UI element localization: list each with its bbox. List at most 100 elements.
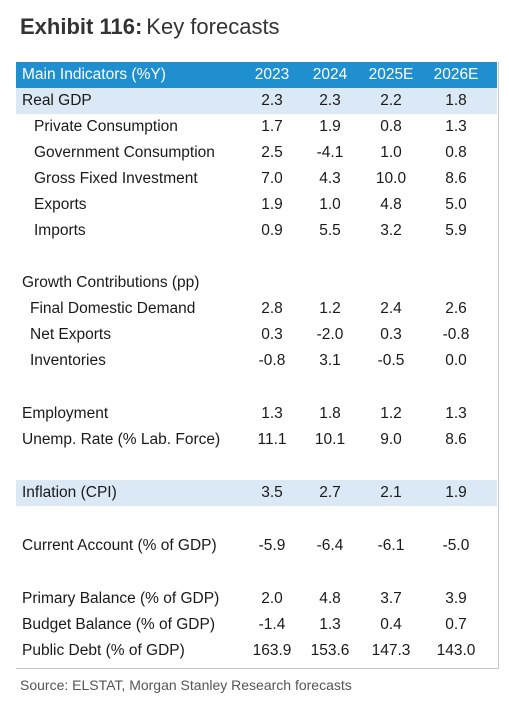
table-row: Government Consumption 2.5 -4.1 1.0 0.8: [16, 140, 497, 166]
row-label: Budget Balance (% of GDP): [22, 616, 215, 633]
cell-value: 1.8: [445, 92, 467, 109]
cell-value: 8.6: [445, 431, 467, 448]
cell-value: 0.3: [261, 326, 283, 343]
cell-value: -5.9: [258, 537, 286, 554]
cell-value: 5.9: [445, 222, 467, 239]
row-label: Imports: [34, 222, 86, 239]
cell-value: -6.1: [377, 537, 405, 554]
row-label: Private Consumption: [34, 118, 178, 135]
cell-value: 4.3: [319, 170, 341, 187]
cell-value: 1.2: [380, 405, 402, 422]
cell-value: 0.8: [445, 144, 467, 161]
header-2023: 2023: [254, 66, 290, 83]
table-row: Unemp. Rate (% Lab. Force) 11.1 10.1 9.0 8.6: [16, 427, 497, 453]
table-row: Private Consumption 1.7 1.9 0.8 1.3: [16, 114, 497, 140]
row-label: Primary Balance (% of GDP): [22, 590, 220, 607]
exhibit-title: Exhibit 116: Key forecasts: [20, 14, 280, 48]
cell-value: 2.3: [261, 92, 283, 109]
row-label: Inflation (CPI): [22, 484, 117, 501]
row-label: Inventories: [30, 352, 106, 369]
header-label: Main Indicators (%Y): [22, 66, 166, 83]
row-label: Employment: [22, 405, 109, 422]
source-note: Source: ELSTAT, Morgan Stanley Research …: [20, 677, 352, 693]
cell-value: 3.1: [319, 352, 341, 369]
cell-value: 2.6: [445, 300, 467, 317]
cell-value: 10.1: [314, 431, 346, 448]
table-header-row: Main Indicators (%Y) 2023 2024 2025E 202…: [16, 62, 497, 88]
cell-value: 0.9: [261, 222, 283, 239]
cell-value: 1.2: [319, 300, 341, 317]
table-row: Current Account (% of GDP) -5.9 -6.4 -6.1 -5…: [16, 533, 497, 559]
cell-value: 7.0: [261, 170, 283, 187]
cell-value: -6.4: [316, 537, 344, 554]
cell-value: 5.5: [319, 222, 341, 239]
cell-value: 0.8: [380, 118, 402, 135]
cell-value: -0.8: [442, 326, 470, 343]
cell-value: 143.0: [436, 642, 476, 659]
row-label: Public Debt (% of GDP): [22, 642, 185, 659]
row-label: Current Account (% of GDP): [22, 537, 217, 554]
cell-value: 2.0: [261, 590, 283, 607]
cell-value: 3.2: [380, 222, 402, 239]
cell-value: 2.8: [261, 300, 283, 317]
cell-value: 1.3: [445, 118, 467, 135]
header-2024: 2024: [312, 66, 348, 83]
cell-value: 2.7: [319, 484, 341, 501]
cell-value: -0.8: [258, 352, 286, 369]
cell-value: 1.3: [261, 405, 283, 422]
cell-value: 0.0: [445, 352, 467, 369]
table-row: Net Exports 0.3 -2.0 0.3 -0.8: [16, 322, 497, 348]
row-label: Government Consumption: [34, 144, 215, 161]
table-row: Growth Contributions (pp): [16, 270, 497, 296]
cell-value: 3.7: [380, 590, 402, 607]
cell-value: -2.0: [316, 326, 344, 343]
cell-value: 1.8: [319, 405, 341, 422]
row-label: Exports: [34, 196, 87, 213]
cell-value: 4.8: [380, 196, 402, 213]
cell-value: 5.0: [445, 196, 467, 213]
row-label: Real GDP: [22, 92, 92, 109]
exhibit-caption: Key forecasts: [146, 14, 280, 39]
cell-value: 1.9: [261, 196, 283, 213]
row-label: Growth Contributions (pp): [22, 274, 200, 291]
cell-value: -1.4: [258, 616, 286, 633]
table-row: Employment 1.3 1.8 1.2 1.3: [16, 401, 497, 427]
cell-value: 2.4: [380, 300, 402, 317]
cell-value: 1.0: [319, 196, 341, 213]
cell-value: 2.2: [380, 92, 402, 109]
header-2026e: 2026E: [433, 66, 479, 83]
table-row: Final Domestic Demand 2.8 1.2 2.4 2.6: [16, 296, 497, 322]
cell-value: 1.3: [445, 405, 467, 422]
table-row: Inventories -0.8 3.1 -0.5 0.0: [16, 348, 497, 374]
row-label: Final Domestic Demand: [30, 300, 196, 317]
cell-value: -4.1: [316, 144, 344, 161]
cell-value: 2.5: [261, 144, 283, 161]
cell-value: 0.7: [445, 616, 467, 633]
cell-value: -5.0: [442, 537, 470, 554]
cell-value: 4.8: [319, 590, 341, 607]
header-2025e: 2025E: [368, 66, 414, 83]
row-label: Unemp. Rate (% Lab. Force): [22, 431, 221, 448]
cell-value: 1.9: [319, 118, 341, 135]
cell-value: 1.0: [380, 144, 402, 161]
cell-value: 163.9: [252, 642, 292, 659]
table-row: Imports 0.9 5.5 3.2 5.9: [16, 218, 497, 244]
table-row: Gross Fixed Investment 7.0 4.3 10.0 8.6: [16, 166, 497, 192]
row-label: Net Exports: [30, 326, 111, 343]
table-row: Exports 1.9 1.0 4.8 5.0: [16, 192, 497, 218]
cell-value: 153.6: [310, 642, 350, 659]
cell-value: 9.0: [380, 431, 402, 448]
cell-value: 0.4: [380, 616, 402, 633]
forecast-table: Main Indicators (%Y) 2023 2024 2025E 202…: [16, 62, 499, 669]
cell-value: 147.3: [371, 642, 411, 659]
cell-value: 2.1: [380, 484, 402, 501]
cell-value: -0.5: [377, 352, 405, 369]
cell-value: 8.6: [445, 170, 467, 187]
row-label: Gross Fixed Investment: [34, 170, 198, 187]
cell-value: 0.3: [380, 326, 402, 343]
cell-value: 3.5: [261, 484, 283, 501]
cell-value: 1.3: [319, 616, 341, 633]
table-row: Inflation (CPI) 3.5 2.7 2.1 1.9: [16, 480, 497, 506]
cell-value: 1.7: [261, 118, 283, 135]
table-row: Public Debt (% of GDP) 163.9 153.6 147.3 143…: [16, 638, 497, 664]
